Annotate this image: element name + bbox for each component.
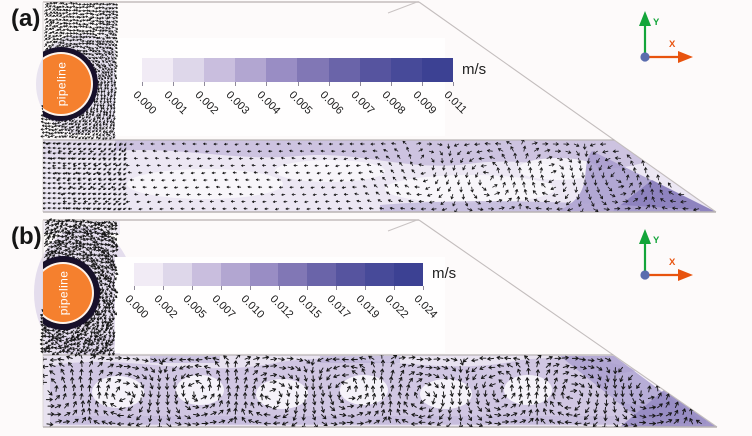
colorbar-tick xyxy=(421,82,423,86)
x-axis-label: X xyxy=(669,39,676,50)
colorbar-legend: 0.000 0.002 0.005 0.007 0.010 0.012 0.015 0.017… xyxy=(123,263,456,321)
unit-label: m/s xyxy=(462,61,487,78)
colorbar-segment xyxy=(235,58,267,82)
colorbar-segment xyxy=(421,58,453,82)
x-axis-label: X xyxy=(669,257,676,268)
colorbar-tick xyxy=(142,82,143,86)
colorbar xyxy=(134,263,423,286)
pipeline-marker: pipeline xyxy=(43,256,105,332)
colorbar-tick xyxy=(249,286,251,290)
axis-origin-dot xyxy=(640,270,650,280)
colorbar-segment xyxy=(328,58,360,82)
colorbar-tick xyxy=(394,286,396,290)
panel-b-label: (b) xyxy=(11,223,42,250)
x-axis-arrowhead-icon xyxy=(678,269,693,281)
colorbar-tick xyxy=(134,286,135,290)
colorbar-segment xyxy=(297,58,329,82)
colorbar-tick xyxy=(235,82,237,86)
colorbar-tick xyxy=(307,286,309,290)
colorbar-segment xyxy=(249,263,279,286)
colorbar-segment xyxy=(173,58,205,82)
pipeline-marker: pipeline xyxy=(43,47,101,123)
colorbar-segment xyxy=(307,263,337,286)
velocity-field-plot-a xyxy=(36,1,717,213)
unit-label: m/s xyxy=(432,265,457,282)
colorbar-segment xyxy=(266,58,298,82)
colorbar-tick xyxy=(359,82,361,86)
velocity-field-plot-b xyxy=(34,218,718,428)
pipeline-circle: pipeline xyxy=(43,52,93,116)
colorbar xyxy=(142,58,453,82)
colorbar-legend: 0.000 0.001 0.002 0.003 0.004 0.005 0.006 0.007… xyxy=(131,58,486,117)
colorbar-tick xyxy=(173,82,175,86)
panel-a-label: (a) xyxy=(11,5,41,32)
colorbar-segment xyxy=(390,58,422,82)
colorbar-segment xyxy=(162,263,192,286)
colorbar-tick xyxy=(365,286,367,290)
colorbar-tick xyxy=(423,286,424,290)
axis-triad: Y X xyxy=(639,229,693,281)
colorbar-segment xyxy=(278,263,308,286)
axis-triad: Y X xyxy=(639,11,693,63)
colorbar-segment xyxy=(336,263,366,286)
pipeline-circle: pipeline xyxy=(43,262,94,324)
y-axis-label: Y xyxy=(653,17,660,28)
pipeline-label: pipeline xyxy=(53,61,68,107)
y-axis-arrowhead-icon xyxy=(639,11,651,26)
colorbar-tick xyxy=(204,82,206,86)
y-axis-label: Y xyxy=(653,235,660,246)
colorbar-tick xyxy=(266,82,268,86)
colorbar-segment xyxy=(359,58,391,82)
colorbar-tick xyxy=(453,82,454,86)
colorbar-segment xyxy=(191,263,221,286)
colorbar-tick xyxy=(162,286,164,290)
colorbar-tick xyxy=(297,82,299,86)
colorbar-segment xyxy=(204,58,236,82)
panel-b: (b) pipeline 0.000 0.002 0.005 0.007 0.010 0.… xyxy=(0,218,752,436)
colorbar-tick xyxy=(191,286,193,290)
x-axis-arrowhead-icon xyxy=(678,51,693,63)
axis-origin-dot xyxy=(640,52,650,62)
y-axis-arrowhead-icon xyxy=(639,229,651,244)
colorbar-tick xyxy=(220,286,222,290)
pipeline-label: pipeline xyxy=(55,270,70,316)
colorbar-segment xyxy=(142,58,174,82)
colorbar-tick xyxy=(328,82,330,86)
colorbar-segment xyxy=(134,263,163,286)
colorbar-tick xyxy=(278,286,280,290)
colorbar-tick xyxy=(390,82,392,86)
panel-a: (a) pipeline 0.000 0.001 0.002 0.003 0.004 0.… xyxy=(11,1,717,213)
colorbar-tick xyxy=(336,286,338,290)
colorbar-segment xyxy=(220,263,250,286)
colorbar-segment xyxy=(394,263,423,286)
colorbar-segment xyxy=(365,263,395,286)
